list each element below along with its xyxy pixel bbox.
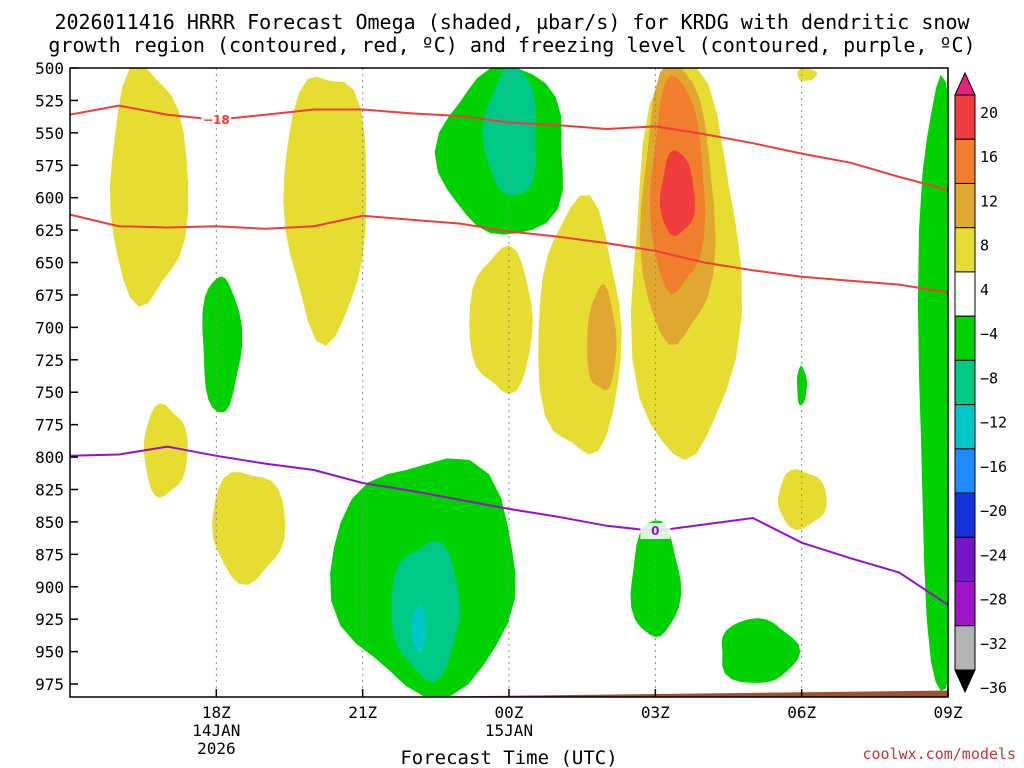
y-tick-label-950: 950 xyxy=(35,643,64,662)
x-tick-label-06Z: 06Z xyxy=(787,703,816,722)
y-tick-label-725: 725 xyxy=(35,351,64,370)
y-tick-label-850: 850 xyxy=(35,513,64,532)
omega-blob-negative-22z-low-core2 xyxy=(411,605,426,654)
x-tick-label-21Z: 21Z xyxy=(348,703,377,722)
colorbar-label-3: 8 xyxy=(980,237,989,255)
omega-blob-positive-18z-low xyxy=(212,472,286,585)
y-tick-label-625: 625 xyxy=(35,221,64,240)
colorbar-label-9: −20 xyxy=(980,502,1007,520)
colorbar-label-5: −4 xyxy=(980,325,998,343)
y-tick-label-975: 975 xyxy=(35,675,64,694)
chart-title-line1: 2026011416 HRRR Forecast Omega (shaded, … xyxy=(54,10,970,34)
colorbar-bin-7 xyxy=(954,359,976,406)
x-tick-label-03Z: 03Z xyxy=(641,703,670,722)
omega-blob-positive-01z-core xyxy=(587,284,617,391)
colorbar-bin-1 xyxy=(954,94,976,140)
axes-layer: 500 525 550 575 600 625 650 675 700 725 750 775 800 8… xyxy=(35,59,963,758)
colorbar-label-1: 16 xyxy=(980,148,998,166)
colorbar-bin-12 xyxy=(954,581,976,627)
contour-label-bg-dgz-top xyxy=(201,111,232,128)
site-credit: coolwx.com/models xyxy=(862,745,1016,763)
omega-blob-positive-06z-upper xyxy=(797,68,817,81)
contour-dgz-bottom xyxy=(70,213,948,294)
colorbar-bin-13 xyxy=(954,625,976,671)
contour-label-freezing-level: 0 xyxy=(651,524,659,538)
omega-blob-negative-05z-low xyxy=(721,618,801,683)
y-tick-label-825: 825 xyxy=(35,480,64,499)
colorbar-bin-2 xyxy=(954,138,976,184)
colorbar-label-2: 12 xyxy=(980,192,998,210)
contour-freezing-level xyxy=(70,445,948,607)
y-tick-label-750: 750 xyxy=(35,383,64,402)
colorbar-bottom-arrow xyxy=(954,669,976,694)
omega-blob-negative-22z-low-core xyxy=(391,540,460,683)
x-tick-date-18Z: 14JAN xyxy=(192,721,240,740)
omega-blob-negative-18z-mid xyxy=(202,276,243,413)
contour-label-dgz-top: −18 xyxy=(203,113,230,127)
colorbar-bin-11 xyxy=(954,536,976,583)
x-tick-label-09Z: 09Z xyxy=(934,703,963,722)
omega-blob-positive-0530z xyxy=(777,469,827,531)
omega-blob-positive-03z-max xyxy=(659,150,695,237)
colorbar-label-0: 20 xyxy=(980,104,998,122)
colorbar-label-11: −28 xyxy=(980,591,1007,609)
colorbar-label-13: −36 xyxy=(980,679,1007,697)
omega-shading xyxy=(70,68,948,697)
y-tick-label-700: 700 xyxy=(35,318,64,337)
y-tick-label-600: 600 xyxy=(35,189,64,208)
omega-blob-positive-1730z xyxy=(143,403,188,498)
y-tick-label-650: 650 xyxy=(35,254,64,273)
omega-blob-early-positive-upper xyxy=(110,68,189,307)
omega-blob-negative-03z-low xyxy=(630,520,682,638)
y-tick-label-900: 900 xyxy=(35,578,64,597)
y-tick-label-575: 575 xyxy=(35,156,64,175)
colorbar-label-10: −24 xyxy=(980,546,1007,564)
x-tick-label-00Z: 00Z xyxy=(495,703,524,722)
omega-blob-negative-06z-small xyxy=(796,365,807,406)
contour-lines: −18 0 xyxy=(70,104,948,607)
colorbar-bin-3 xyxy=(954,182,976,229)
colorbar-bin-5 xyxy=(954,271,976,317)
colorbar-label-6: −8 xyxy=(980,369,998,387)
x-tick-label-18Z: 18Z xyxy=(202,703,231,722)
colorbar-bin-4 xyxy=(954,227,976,273)
colorbar-bin-8 xyxy=(954,404,976,450)
colorbar-label-8: −16 xyxy=(980,458,1007,476)
y-tick-label-875: 875 xyxy=(35,545,64,564)
colorbar-label-7: −12 xyxy=(980,414,1007,432)
colorbar-label-12: −32 xyxy=(980,635,1007,653)
y-tick-label-550: 550 xyxy=(35,124,64,143)
x-axis-title: Forecast Time (UTC) xyxy=(400,747,617,768)
contour-layer: −18 0 xyxy=(70,104,948,607)
y-tick-label-925: 925 xyxy=(35,610,64,629)
x-tick-date-00Z: 15JAN xyxy=(485,721,533,740)
colorbar-bin-10 xyxy=(954,492,976,538)
omega-blob-positive-01z xyxy=(538,195,622,455)
y-tick-label-675: 675 xyxy=(35,286,64,305)
omega-shading-layer xyxy=(70,68,948,697)
contour-label-bg-freezing-level xyxy=(640,522,671,539)
y-tick-label-775: 775 xyxy=(35,416,64,435)
colorbar: 20 16 12 8 4 −4 −8 −12 −16 −20 −24 −28 −32 −36 xyxy=(954,71,1007,697)
y-tick-label-500: 500 xyxy=(35,59,64,78)
terrain-surface xyxy=(70,690,948,697)
colorbar-bin-9 xyxy=(954,448,976,494)
colorbar-bin-6 xyxy=(954,315,976,361)
colorbar-label-4: 4 xyxy=(980,281,989,299)
y-tick-label-525: 525 xyxy=(35,91,64,110)
y-tick-label-800: 800 xyxy=(35,448,64,467)
omega-blob-negative-22z-upper-core xyxy=(482,68,537,195)
colorbar-top-arrow xyxy=(954,71,976,96)
omega-blob-negative-late xyxy=(917,74,948,691)
omega-blob-positive-2330z xyxy=(469,245,533,395)
omega-blob-positive-20z-upper xyxy=(283,76,367,346)
x-tick-year-18Z: 2026 xyxy=(197,739,236,758)
chart-title-line2: growth region (contoured, red, ºC) and f… xyxy=(48,33,975,57)
